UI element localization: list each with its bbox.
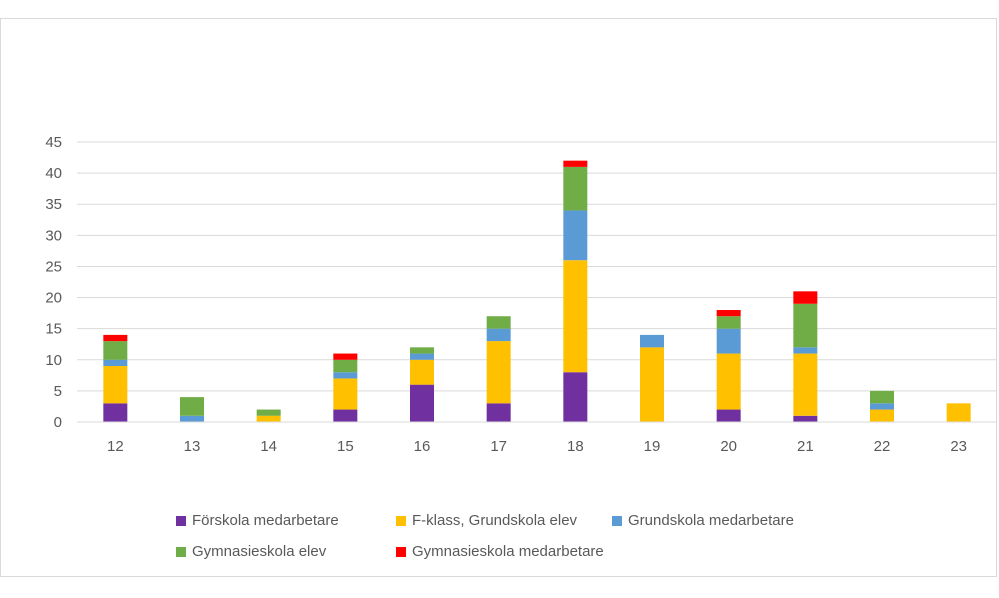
bar-segment [793,303,818,348]
bar-segment [103,403,128,422]
y-tick-label: 45 [45,134,62,151]
y-tick-label: 25 [45,258,62,275]
bar-segment [563,160,588,167]
bar-segment [793,415,818,422]
bar-segment [333,409,358,422]
x-tick-label: 15 [337,438,354,455]
bar-segment [870,403,894,410]
bar-segment [410,359,434,385]
bar-segment [563,166,588,211]
bar-segment [410,384,434,422]
x-tick-label: 13 [184,438,201,455]
bar-segment [716,328,741,354]
x-tick-label: 19 [644,438,661,455]
bar-segment [486,403,511,422]
bar-segment [486,316,511,329]
bars [103,160,971,422]
x-tick-label: 23 [950,438,967,455]
y-axis-tick-labels: 0 5 10 15 20 25 30 35 40 45 [45,134,62,431]
x-tick-label: 18 [567,438,584,455]
bar-segment [870,409,894,422]
bar-segment [486,341,511,404]
bar-segment [180,397,204,416]
bar-segment [946,403,971,422]
y-tick-label: 5 [54,383,62,400]
x-tick-label: 14 [260,438,277,455]
bar-segment [256,409,281,416]
bar-segment [103,359,128,366]
bar-segment [870,390,894,404]
x-tick-label: 17 [490,438,507,455]
y-tick-label: 20 [45,290,62,307]
bar-segment [333,372,358,379]
y-tick-label: 15 [45,321,62,338]
x-tick-label: 20 [720,438,737,455]
bar-segment [640,334,664,348]
bar-segment [716,310,741,317]
gridlines [77,141,997,392]
bar-segment [333,353,358,360]
bar-segment [486,328,511,342]
bar-segment [716,316,741,329]
x-axis-tick-labels: 12 13 14 15 16 17 18 19 20 21 22 23 [107,438,967,455]
bar-segment [793,291,818,304]
x-tick-label: 16 [414,438,431,455]
bar-segment [333,378,358,410]
bar-segment [103,334,128,342]
bar-segment [563,372,588,422]
bar-segment [410,353,434,360]
y-tick-label: 10 [45,352,62,369]
x-tick-label: 22 [874,438,891,455]
bar-segment [410,347,434,354]
bar-segment [333,359,358,373]
x-tick-label: 21 [797,438,814,455]
x-tick-label: 12 [107,438,124,455]
bar-segment [793,353,818,416]
bar-segment [103,366,128,404]
y-tick-label: 40 [45,165,62,182]
bar-segment [640,347,664,422]
y-tick-label: 35 [45,196,62,213]
bar-segment [716,409,741,422]
bar-segment [563,260,588,373]
bar-segment [793,347,818,354]
y-tick-label: 30 [45,227,62,244]
bar-segment [256,415,281,422]
bar-segment [716,353,741,410]
bar-segment [563,210,588,261]
bar-segment [180,415,204,422]
bar-segment [103,341,128,360]
y-tick-label: 0 [54,414,62,431]
